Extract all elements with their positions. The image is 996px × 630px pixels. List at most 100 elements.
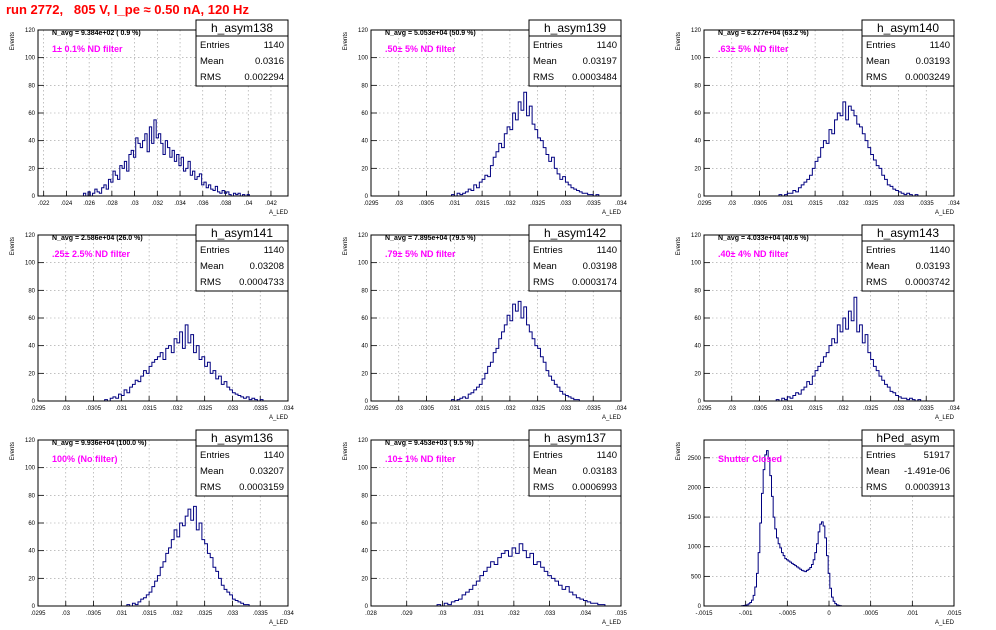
- x-tick-label: .0325: [863, 406, 879, 412]
- x-tick-label: -.001: [739, 611, 753, 617]
- stats-mean-label: Mean: [533, 466, 557, 477]
- x-tick-label: .0005: [863, 611, 879, 617]
- y-tick-label: 20: [361, 371, 368, 377]
- x-tick-label: 0: [827, 611, 831, 617]
- filter-label: .79± 5% ND filter: [385, 249, 456, 259]
- x-tick-label: .029: [401, 611, 413, 617]
- histogram-steps: [451, 300, 583, 402]
- stats-entries-value: 1140: [930, 245, 950, 256]
- y-tick-label: 80: [361, 493, 368, 499]
- n-avg-label: N_avg = 5.053e+04 (50.9 %): [385, 30, 476, 37]
- x-tick-label: .04: [244, 201, 253, 207]
- filter-label: .10± 1% ND filter: [385, 454, 456, 464]
- y-tick-label: 100: [25, 261, 36, 267]
- stats-rms-label: RMS: [866, 72, 887, 83]
- stats-mean-label: Mean: [533, 56, 557, 67]
- x-tick-label: .0335: [919, 406, 935, 412]
- histogram-steps: [741, 450, 842, 607]
- x-tick-label: .001: [906, 611, 918, 617]
- x-tick-label: .034: [579, 611, 591, 617]
- x-tick-label: .0315: [475, 406, 491, 412]
- x-tick-label: .0305: [419, 201, 435, 207]
- plot-frame: [37, 29, 289, 197]
- plot-frame: [370, 234, 622, 402]
- y-tick-label: 20: [361, 576, 368, 582]
- stats-entries-label: Entries: [200, 450, 230, 461]
- x-tick-label: .0335: [586, 201, 602, 207]
- filter-label: Shutter Closed: [718, 454, 782, 464]
- stats-rms-label: RMS: [866, 482, 887, 493]
- stats-entries-label: Entries: [533, 40, 563, 51]
- y-tick-label: 40: [361, 344, 368, 350]
- y-tick-label: 60: [28, 111, 35, 117]
- x-tick-label: .0325: [530, 406, 546, 412]
- y-tick-label: 0: [365, 399, 369, 405]
- x-axis-title: A_LED: [935, 415, 955, 421]
- y-tick-label: 40: [361, 139, 368, 145]
- x-tick-label: .033: [560, 201, 572, 207]
- stats-mean-value: 0.03197: [583, 56, 617, 67]
- x-tick-label: .0315: [475, 201, 491, 207]
- stats-mean-value: -1.491e-06: [904, 466, 950, 477]
- x-tick-label: .0295: [696, 201, 712, 207]
- plot-frame: [370, 29, 622, 197]
- x-tick-label: .033: [560, 406, 572, 412]
- histogram-steps: [451, 91, 600, 197]
- histogram-panel-h_asym138: .022 .024 .026 .028 .03 .032 .034 .036 .038 .04 .0…: [10, 19, 289, 216]
- stats-box: [528, 19, 622, 87]
- stats-mean-label: Mean: [200, 466, 224, 477]
- n-avg-label: N_avg = 4.033e+04 (40.6 %): [718, 235, 809, 242]
- stats-box: [861, 429, 955, 497]
- x-tick-label: -.0005: [779, 611, 797, 617]
- y-axis-title: Events: [10, 32, 16, 50]
- stats-title: h_asym139: [544, 21, 606, 35]
- y-tick-label: 100: [358, 466, 369, 472]
- histogram-steps: [126, 505, 252, 607]
- y-tick-label: 80: [28, 493, 35, 499]
- x-tick-label: .032: [151, 201, 163, 207]
- x-tick-label: .028: [106, 201, 118, 207]
- stats-rms-label: RMS: [200, 72, 221, 83]
- stats-rms-value: 0.0003174: [572, 277, 617, 288]
- y-tick-label: 40: [28, 139, 35, 145]
- y-tick-label: 20: [694, 166, 701, 172]
- x-tick-label: .026: [83, 201, 95, 207]
- x-tick-label: .035: [615, 611, 627, 617]
- stats-mean-label: Mean: [200, 56, 224, 67]
- stats-title: h_asym140: [877, 21, 939, 35]
- y-tick-label: 1000: [688, 545, 702, 551]
- stats-entries-value: 1140: [264, 40, 284, 51]
- stats-entries-value: 1140: [597, 40, 617, 51]
- n-avg-label: N_avg = 9.384e+02 ( 0.9 %): [52, 30, 141, 37]
- x-tick-label: .0325: [197, 611, 213, 617]
- y-tick-label: 2500: [688, 456, 702, 462]
- plot-frame: [370, 439, 622, 607]
- stats-rms-label: RMS: [533, 72, 554, 83]
- y-tick-label: 120: [25, 233, 36, 239]
- y-tick-label: 120: [691, 28, 702, 34]
- y-tick-label: 60: [694, 111, 701, 117]
- x-tick-label: .0295: [363, 201, 379, 207]
- y-tick-label: 100: [358, 56, 369, 62]
- stats-entries-label: Entries: [866, 245, 896, 256]
- stats-mean-value: 0.03207: [250, 466, 284, 477]
- x-tick-label: .0295: [30, 406, 46, 412]
- x-tick-label: .033: [893, 406, 905, 412]
- y-tick-label: 20: [361, 166, 368, 172]
- x-tick-label: .032: [837, 406, 849, 412]
- stats-rms-value: 0.0006993: [572, 482, 617, 493]
- histogram-panel-hPed_asym: -.0015 -.001 -.0005 0 .0005 .001 .0015 0 500 1000…: [676, 429, 962, 626]
- stats-rms-label: RMS: [533, 277, 554, 288]
- x-tick-label: .0305: [86, 611, 102, 617]
- x-axis-title: A_LED: [602, 620, 622, 626]
- x-tick-label: .0335: [253, 406, 269, 412]
- x-tick-label: .031: [115, 406, 127, 412]
- stats-title: h_asym137: [544, 431, 606, 445]
- x-tick-label: .034: [948, 201, 960, 207]
- n-avg-label: N_avg = 9.936e+04 (100.0 %): [52, 440, 147, 447]
- stats-title: h_asym141: [211, 226, 273, 240]
- y-tick-label: 0: [365, 194, 369, 200]
- histogram-panel-h_asym136: .0295 .03 .0305 .031 .0315 .032 .0325 .033 .0335…: [10, 429, 294, 626]
- stats-entries-value: 1140: [597, 450, 617, 461]
- stats-mean-value: 0.03208: [250, 261, 284, 272]
